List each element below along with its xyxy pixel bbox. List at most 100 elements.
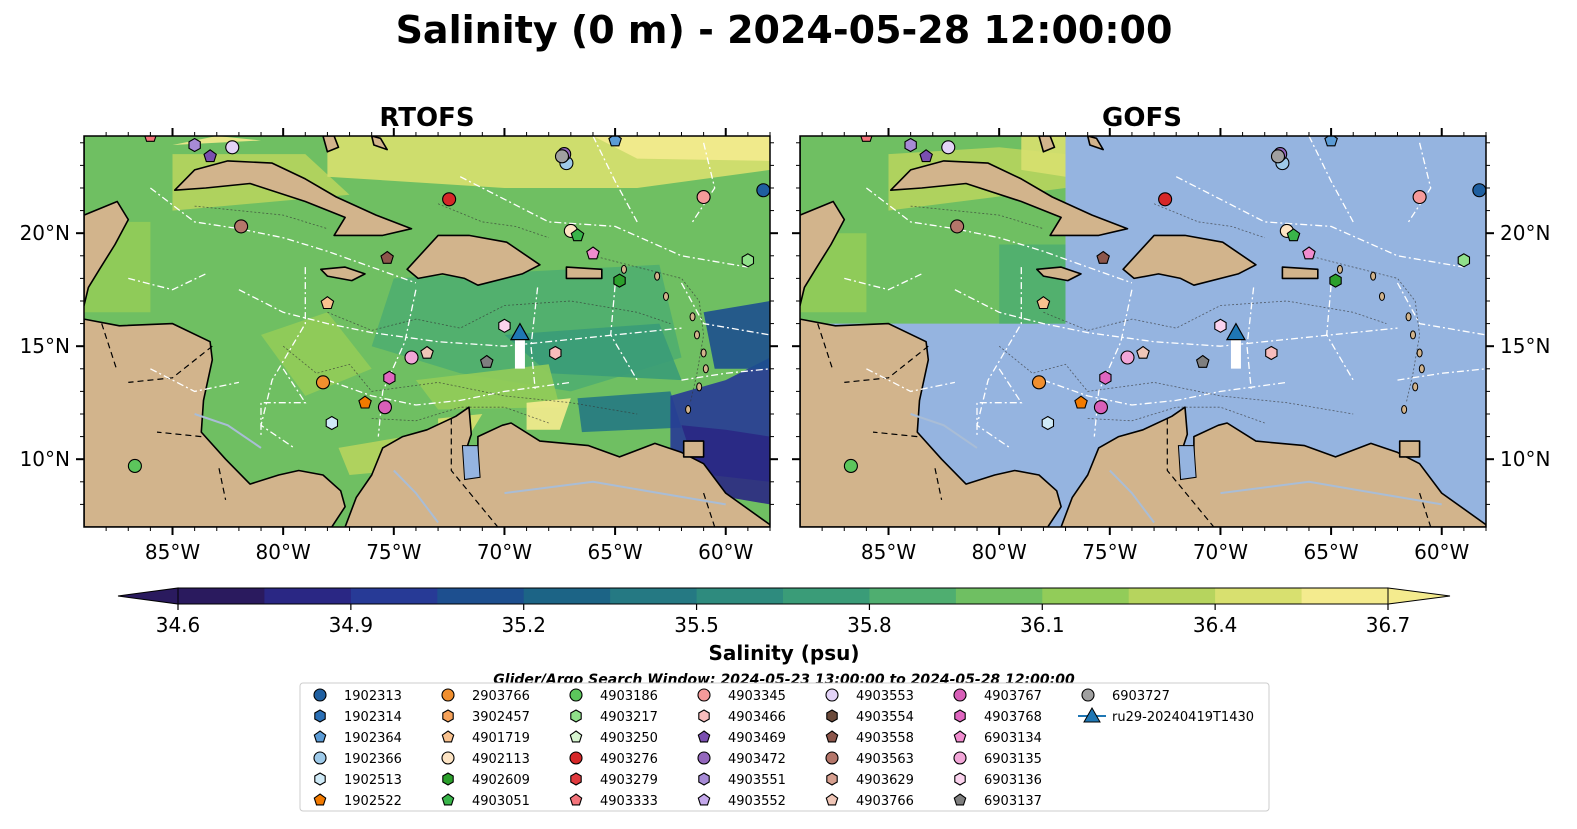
legend-marker-6903135	[953, 751, 967, 765]
colorbar-segment	[1301, 588, 1389, 604]
legend-marker-4903051	[441, 793, 455, 806]
argo-float-4903629	[189, 91, 200, 104]
legend-marker-4903551	[698, 772, 710, 786]
eez-boundary	[1407, 142, 1432, 223]
salinity-patch	[415, 364, 560, 410]
border	[218, 468, 227, 501]
float-markers	[843, 80, 1486, 474]
colorbar-tick-label: 35.2	[501, 613, 546, 637]
legend-label: 4903767	[984, 689, 1042, 704]
island	[1405, 312, 1412, 322]
legend-marker-4903345	[697, 688, 711, 702]
island	[1370, 271, 1377, 281]
y-tick-label: 20°N	[20, 221, 70, 245]
colorbar-segment	[696, 588, 784, 604]
legend-label: 4903553	[856, 689, 914, 704]
argo-float-4903767	[377, 400, 393, 415]
land-trinidad	[682, 440, 705, 458]
eez-boundary	[610, 285, 638, 381]
island	[1416, 348, 1423, 358]
eez-boundary	[976, 368, 1023, 437]
argo-float-4903217	[1457, 253, 1471, 268]
island	[1418, 364, 1425, 374]
land-hispaniola	[406, 234, 541, 286]
map-panel-gofs: GOFS 85°W 80°W 75°W 70°W 65°W 60°W 20°N 15°N 10°…	[792, 80, 1550, 564]
colorbar-extend-low	[117, 587, 179, 605]
legend-label: 4903768	[984, 710, 1042, 725]
argo-float-4903551	[904, 137, 917, 153]
legend-label: 4903469	[728, 731, 786, 746]
x-tick-label: 70°W	[1193, 540, 1248, 564]
land-centralAm	[800, 318, 1062, 527]
land-cuba	[173, 160, 413, 237]
eez-boundary	[680, 282, 770, 336]
border	[1419, 492, 1432, 527]
argo-float-1902313	[756, 183, 770, 198]
land-puertorico	[565, 266, 603, 280]
legend-item: 4901719	[441, 730, 530, 746]
legend-marker-1902513	[314, 772, 326, 786]
legend-marker-1902366	[313, 751, 327, 765]
y-tick-label: 15°N	[20, 334, 70, 358]
argo-float-6903135	[404, 350, 419, 365]
colorbar-tick-label: 36.4	[1193, 613, 1238, 637]
colorbar-segment	[264, 588, 352, 604]
x-tick-label: 60°W	[1414, 540, 1469, 564]
argo-float-4903276	[1158, 192, 1173, 207]
argo-float-1902364	[1324, 136, 1338, 147]
legend-label: 4903552	[728, 794, 786, 809]
salinity-patch	[261, 312, 372, 396]
panel-title: RTOFS	[379, 103, 474, 133]
land-jamaica	[1036, 266, 1082, 282]
argo-float-4903279	[1215, 80, 1226, 93]
argo-float-4903250	[860, 102, 872, 114]
colorbar-tick-label: 34.6	[156, 613, 201, 637]
salinity-patch	[703, 301, 770, 369]
argo-float-4903558	[1096, 250, 1110, 264]
argo-float-4903250	[144, 102, 156, 114]
eez-boundary	[1093, 289, 1133, 437]
border	[450, 418, 499, 527]
island	[1378, 291, 1385, 301]
legend-label: 4903186	[600, 689, 658, 704]
bathymetry-contour	[437, 203, 549, 239]
river	[504, 480, 726, 506]
eez-boundary	[1308, 136, 1354, 223]
argo-float-4903563	[950, 219, 965, 234]
legend-item: 4903551	[698, 772, 786, 788]
island	[620, 264, 627, 274]
eez-boundary	[1246, 287, 1255, 392]
colorbar-extend-high	[1387, 587, 1451, 605]
legend-item: 6903135	[953, 751, 1042, 767]
argo-float-4903629	[905, 91, 916, 104]
eez-boundary	[976, 267, 1022, 449]
legend-item: 4903563	[825, 751, 914, 767]
legend-marker-6903136	[954, 772, 966, 786]
legend-item: 4903279	[570, 772, 658, 788]
legend-marker-4903217	[570, 709, 582, 723]
argo-float-4903563	[234, 219, 249, 234]
legend-item: 4903276	[569, 751, 658, 767]
colorbar-body	[177, 587, 1389, 605]
salinity-patch	[526, 398, 571, 430]
colorbar-tick-label: 35.8	[847, 613, 892, 637]
legend-marker-4902609	[442, 772, 454, 786]
y-tick-label: 10°N	[1500, 447, 1550, 471]
argo-float-4903186	[843, 458, 858, 474]
legend-marker-4903333	[569, 793, 583, 806]
colorbar-segment	[437, 588, 525, 604]
island	[1409, 330, 1416, 340]
argo-float-4901719	[1036, 296, 1051, 310]
legend-marker-3902457	[442, 709, 454, 723]
border	[128, 345, 213, 383]
border	[703, 492, 716, 527]
eez-boundary	[150, 187, 417, 284]
bathymetry-contour	[371, 406, 549, 424]
legend-marker-4902113	[441, 751, 455, 765]
island	[693, 330, 700, 340]
land-bahama2	[370, 136, 388, 151]
colorbar-segment	[610, 588, 698, 604]
eez-boundary	[238, 289, 682, 347]
river	[1109, 469, 1155, 524]
legend-label: 4903551	[728, 773, 786, 788]
